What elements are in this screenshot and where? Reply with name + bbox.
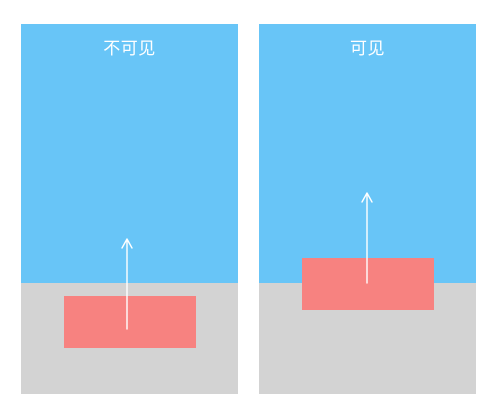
panel-title: 可见	[259, 37, 476, 61]
panel-title: 不可见	[21, 37, 238, 61]
up-arrow-icon	[21, 24, 238, 394]
up-arrow-icon	[259, 24, 476, 394]
panel-invisible: 不可见	[21, 24, 238, 394]
panel-visible: 可见	[259, 24, 476, 394]
